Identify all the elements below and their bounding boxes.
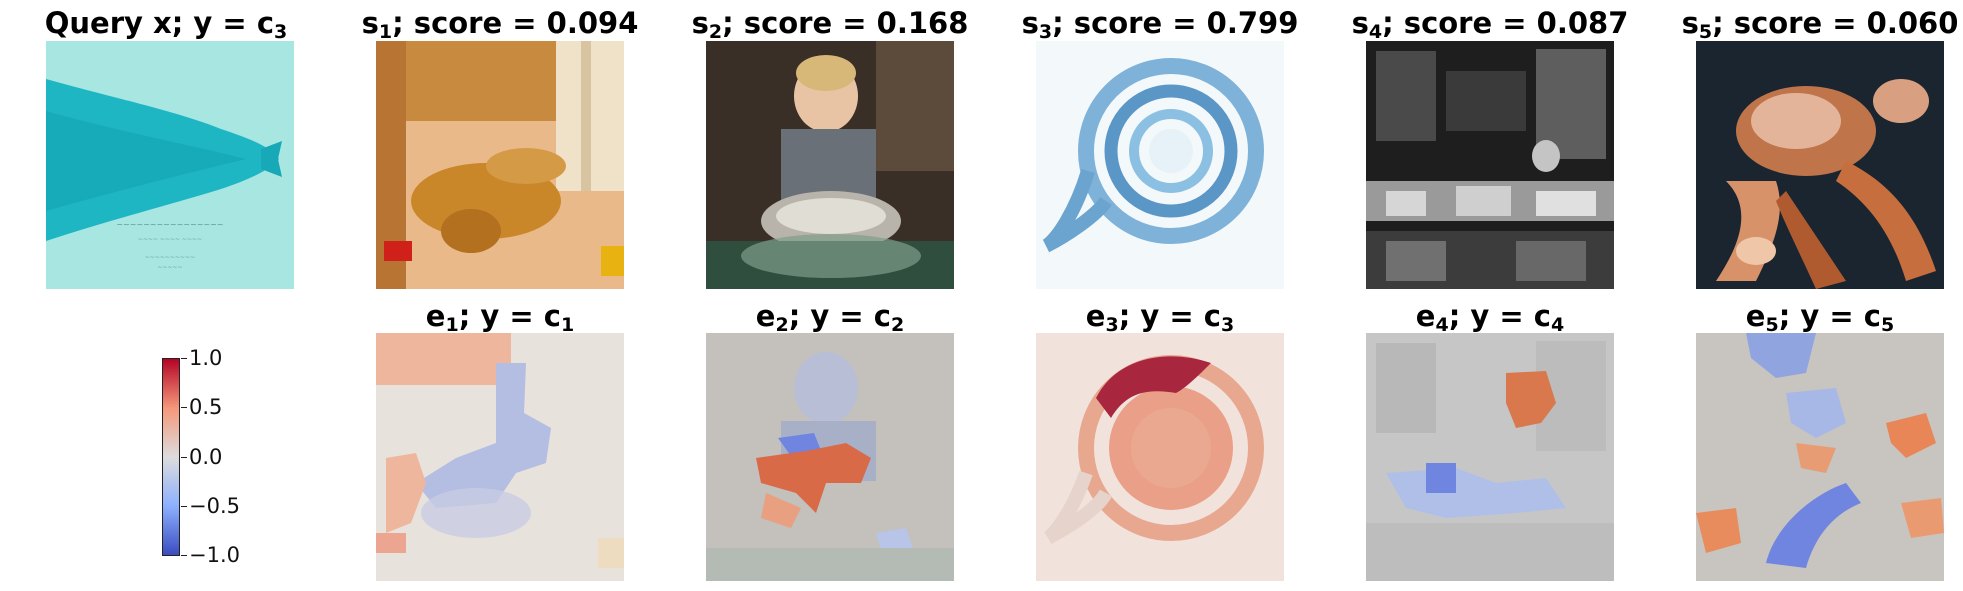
colorbar-tick (181, 407, 187, 408)
sample-1-image (376, 41, 624, 289)
svg-text:~~~~~: ~~~~~ (157, 264, 182, 271)
sample-5-image (1696, 41, 1944, 289)
sample-1-title: s1; score = 0.094 (361, 6, 639, 43)
colorbar-tick-label: 0.5 (189, 395, 223, 419)
explanation-5-heatmap (1696, 333, 1944, 581)
colorbar-tick (181, 506, 187, 507)
explanation-2-title: e2; y = c2 (755, 299, 905, 336)
colorbar-tick (181, 555, 187, 556)
explanation-3-title: e3; y = c3 (1085, 299, 1235, 336)
svg-text:~~~~ ~~~~ ~~~~: ~~~~ ~~~~ ~~~~ (138, 236, 202, 243)
explanation-5-title: e5; y = c5 (1745, 299, 1895, 336)
sample-3-image (1036, 41, 1284, 289)
colorbar-tick-label: 1.0 (189, 346, 223, 370)
query-title: Query x; y = c3 (44, 6, 288, 43)
sample-2-title: s2; score = 0.168 (691, 6, 969, 43)
sample-3-title: s3; score = 0.799 (1021, 6, 1299, 43)
colorbar-tick (181, 358, 187, 359)
svg-text:~~~~~~~~~~~~~~~~: ~~~~~~~~~~~~~~~~ (116, 220, 223, 229)
colorbar-tick-label: 0.0 (189, 445, 223, 469)
sample-4-title: s4; score = 0.087 (1351, 6, 1629, 43)
sample-5-title: s5; score = 0.060 (1681, 6, 1959, 43)
sample-4-image (1366, 41, 1614, 289)
explanation-1-title: e1; y = c1 (425, 299, 575, 336)
explanation-1-heatmap (376, 333, 624, 581)
query-image: ~~~~~~~~~~~~~~~~ ~~~~ ~~~~ ~~~~ ~~~~~~~~… (46, 41, 294, 289)
colorbar-tick (181, 457, 187, 458)
sample-2-image (706, 41, 954, 289)
colorbar (162, 358, 180, 556)
explanation-3-heatmap (1036, 333, 1284, 581)
colorbar-tick-label: −1.0 (189, 543, 240, 567)
explanation-4-title: e4; y = c4 (1415, 299, 1565, 336)
explanation-4-heatmap (1366, 333, 1614, 581)
explanation-2-heatmap (706, 333, 954, 581)
svg-text:~~~~~~~~~~: ~~~~~~~~~~ (145, 254, 195, 261)
colorbar-tick-label: −0.5 (189, 494, 240, 518)
